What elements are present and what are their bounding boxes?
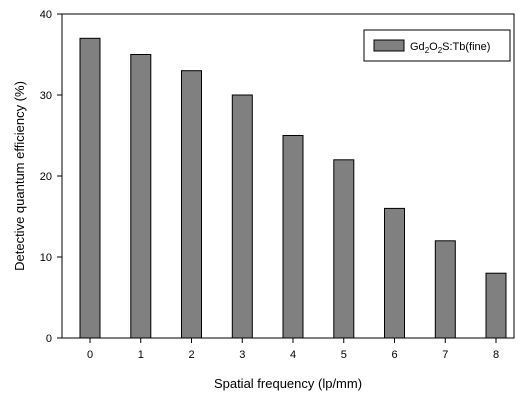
- y-tick-label: 0: [46, 333, 52, 345]
- x-tick-label: 5: [341, 349, 347, 361]
- legend-label-part: O: [429, 41, 438, 53]
- x-tick-label: 0: [87, 349, 93, 361]
- x-axis: 0 1 2 3 4 5 6 7 8: [87, 338, 499, 361]
- x-tick-label: 4: [290, 349, 296, 361]
- legend-label: Gd2O2S:Tb(fine): [410, 41, 490, 55]
- x-tick-label: 3: [239, 349, 245, 361]
- x-tick-label: 1: [138, 349, 144, 361]
- bar: [231, 94, 253, 339]
- y-tick-label: 10: [40, 252, 52, 264]
- y-tick-label: 20: [40, 171, 52, 183]
- legend-label-part: S:Tb(fine): [442, 41, 490, 53]
- y-axis-title: Detective quantum efficiency (%): [12, 81, 27, 271]
- bar: [384, 207, 405, 339]
- bar: [282, 135, 304, 339]
- y-axis: 0 10 20 30 40: [40, 9, 62, 345]
- legend-label-sub: 2: [438, 46, 443, 55]
- bar: [434, 240, 456, 339]
- legend-swatch: [373, 39, 405, 52]
- legend: Gd2O2S:Tb(fine): [363, 29, 511, 62]
- x-axis-title: Spatial frequency (lp/mm): [214, 376, 362, 391]
- bar: [485, 272, 507, 339]
- legend-label-part: Gd: [410, 41, 425, 53]
- bar: [181, 70, 202, 339]
- bar: [79, 37, 101, 339]
- x-tick-label: 6: [391, 349, 397, 361]
- y-tick-label: 30: [40, 90, 52, 102]
- x-tick-label: 7: [442, 349, 448, 361]
- x-tick-label: 8: [493, 349, 499, 361]
- x-tick-label: 2: [188, 349, 194, 361]
- legend-label-sub: 2: [425, 46, 430, 55]
- bar: [130, 54, 152, 339]
- y-tick-label: 40: [40, 9, 52, 21]
- bars: [79, 37, 507, 339]
- bar: [333, 159, 355, 339]
